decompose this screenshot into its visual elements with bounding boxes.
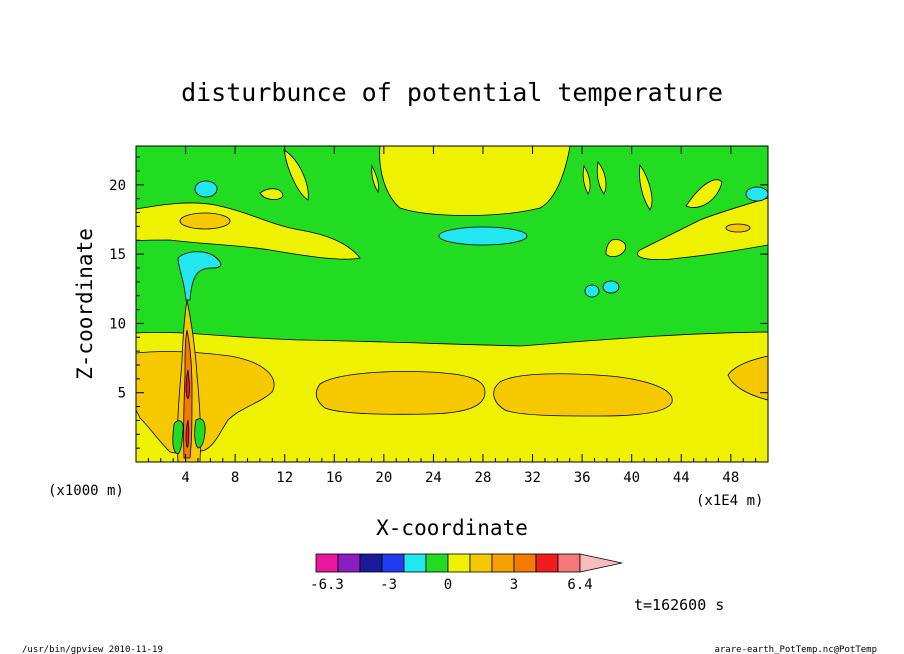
footer-left: /usr/bin/gpview 2010-11-19 bbox=[22, 645, 163, 654]
colorbar-swatch bbox=[535, 553, 559, 573]
colorbar-swatch bbox=[469, 553, 493, 573]
region-upper-positive-right bbox=[637, 197, 768, 260]
contour-field bbox=[136, 146, 768, 462]
x-tick-label: 48 bbox=[722, 470, 739, 486]
x-tick-label: 16 bbox=[326, 470, 343, 486]
warm-cell-center-1 bbox=[315, 371, 486, 415]
colorbar-swatch bbox=[425, 553, 449, 573]
colorbar-swatch bbox=[403, 553, 427, 573]
y-tick-label: 5 bbox=[118, 386, 126, 402]
plume-core-3 bbox=[185, 419, 190, 448]
time-label: t=162600 s bbox=[634, 596, 724, 614]
plot-frame bbox=[135, 145, 769, 463]
colorbar-swatch bbox=[557, 553, 581, 573]
y-tick-label: 20 bbox=[109, 178, 126, 194]
colorbar-swatch bbox=[447, 553, 471, 573]
streak-small-3 bbox=[582, 164, 591, 195]
plume-core-2 bbox=[185, 369, 190, 399]
chart-title: disturbunce of potential temperature bbox=[181, 78, 723, 107]
y-scale-note: (x1000 m) bbox=[48, 483, 124, 499]
surface-cold-right bbox=[194, 418, 206, 449]
warm-lens-upper-left bbox=[179, 212, 231, 230]
plume-cold bbox=[177, 251, 222, 301]
colorbar-label: 3 bbox=[510, 577, 518, 593]
warm-dome-top bbox=[379, 146, 571, 216]
cold-blob-2 bbox=[745, 186, 768, 202]
colorbar-swatch bbox=[359, 553, 383, 573]
y-axis: 5 10 15 20 bbox=[109, 156, 768, 449]
colorbar-swatch bbox=[491, 553, 515, 573]
x-tick-label: 20 bbox=[375, 470, 392, 486]
streak-small-4 bbox=[596, 161, 607, 195]
streak-small-2 bbox=[371, 164, 380, 193]
x-tick-label: 40 bbox=[623, 470, 640, 486]
streak-top-left bbox=[283, 149, 309, 201]
colorbar-label: 0 bbox=[444, 577, 452, 593]
x-axis-label: X-coordinate bbox=[376, 516, 528, 540]
x-tick-label: 24 bbox=[425, 470, 442, 486]
x-tick-label: 32 bbox=[524, 470, 541, 486]
streak-small-5 bbox=[605, 239, 627, 258]
y-axis-label: Z-coordinate bbox=[73, 228, 97, 380]
y-tick-label: 10 bbox=[109, 316, 126, 332]
x-tick-label: 28 bbox=[475, 470, 492, 486]
cold-blob-3 bbox=[584, 284, 600, 298]
colorbar-swatch bbox=[337, 553, 361, 573]
colorbar-arrow bbox=[579, 553, 623, 573]
x-tick-label: 12 bbox=[276, 470, 293, 486]
warm-lens-upper-right bbox=[725, 223, 751, 233]
colorbar-swatch bbox=[381, 553, 405, 573]
streak-top-right bbox=[639, 163, 653, 211]
x-tick-label: 44 bbox=[673, 470, 690, 486]
streak-small-1 bbox=[259, 188, 284, 200]
colorbar-label: -6.3 bbox=[310, 577, 344, 593]
warm-cell-left bbox=[136, 351, 275, 456]
warm-cell-center-2 bbox=[493, 373, 673, 417]
warm-cell-right bbox=[727, 355, 768, 401]
streak-right-2 bbox=[685, 179, 723, 208]
colorbar-swatch bbox=[513, 553, 537, 573]
colorbar: -6.3 -3 0 3 6.4 bbox=[310, 553, 623, 593]
x-tick-label: 8 bbox=[231, 470, 239, 486]
colorbar-swatch bbox=[315, 553, 339, 573]
cold-patch-upper bbox=[438, 226, 528, 246]
colorbar-label: 6.4 bbox=[567, 577, 592, 593]
x-tick-label: 36 bbox=[574, 470, 591, 486]
cold-blob-1 bbox=[194, 180, 218, 198]
y-tick-label: 15 bbox=[109, 247, 126, 263]
footer-right: arare-earth_PotTemp.nc@PotTemp bbox=[714, 645, 877, 654]
x-scale-note: (x1E4 m) bbox=[696, 493, 763, 509]
x-tick-label: 4 bbox=[181, 470, 189, 486]
surface-cold-left bbox=[172, 420, 184, 455]
colorbar-label: -3 bbox=[380, 577, 397, 593]
x-axis: 4 8 12 16 20 24 28 32 36 40 44 48 bbox=[147, 146, 769, 486]
cold-blob-4 bbox=[602, 280, 620, 294]
